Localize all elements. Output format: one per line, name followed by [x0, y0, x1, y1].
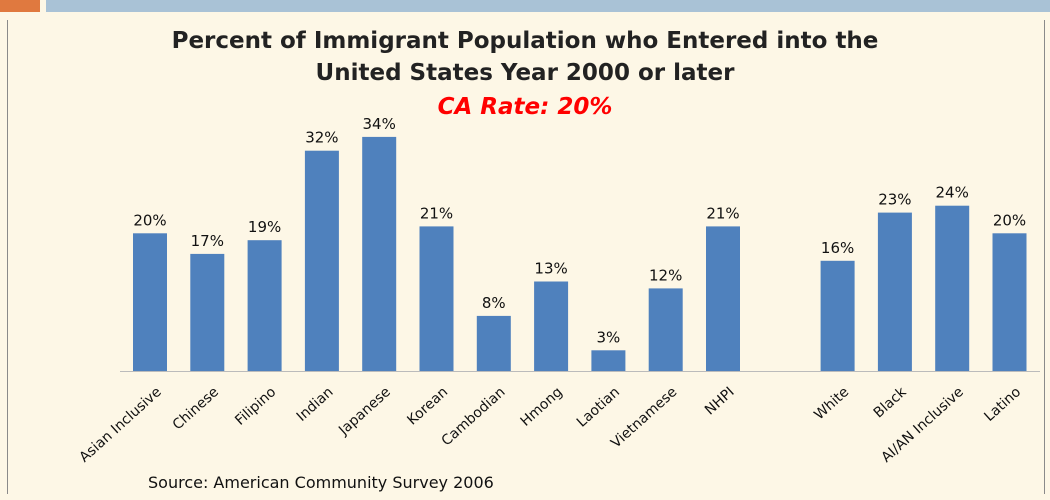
slide-frame: [7, 20, 1045, 494]
category-label: Black: [871, 383, 911, 421]
data-label: 20%: [993, 211, 1026, 229]
bar: [820, 260, 855, 371]
data-label: 23%: [878, 191, 911, 209]
data-label: 17%: [191, 232, 224, 250]
data-label: 12%: [649, 266, 682, 284]
category-label: Indian: [294, 384, 337, 425]
data-label: 13%: [534, 260, 567, 278]
bar: [706, 226, 740, 371]
bar: [133, 233, 167, 371]
category-label: Chinese: [170, 384, 222, 433]
bar: [362, 136, 397, 371]
data-label: 32%: [305, 129, 338, 147]
bar: [534, 281, 569, 371]
category-label: Asian Inclusive: [77, 384, 165, 466]
chart-title-line-2: United States Year 2000 or later: [315, 60, 735, 86]
bar: [190, 253, 225, 371]
bar: [877, 212, 912, 371]
data-label: 24%: [936, 184, 969, 202]
bar: [304, 150, 339, 371]
chart-title-line-1: Percent of Immigrant Population who Ente…: [171, 28, 879, 54]
data-label: 8%: [482, 294, 506, 312]
data-label: 16%: [821, 239, 854, 257]
category-label: Korean: [404, 384, 451, 428]
category-label: Latino: [981, 384, 1024, 425]
category-label: Japanese: [335, 384, 394, 439]
bar: [648, 288, 683, 371]
data-label: 3%: [597, 328, 621, 346]
data-label: 21%: [706, 204, 739, 222]
data-label: 20%: [133, 211, 166, 229]
bar: [247, 240, 282, 371]
data-label: 21%: [420, 204, 453, 222]
bar: [935, 205, 970, 371]
data-label: 19%: [248, 218, 281, 236]
chart-subtitle: CA Rate: 20%: [437, 94, 613, 120]
category-label: Laotian: [574, 384, 623, 431]
category-label: White: [811, 384, 852, 423]
header-bar: [46, 0, 1050, 12]
data-label: 34%: [363, 115, 396, 133]
source-note: Source: American Community Survey 2006: [148, 473, 494, 492]
bar: [419, 226, 454, 371]
header-accent-bar: [0, 0, 40, 12]
bar: [992, 233, 1027, 371]
category-label: Filipino: [232, 384, 279, 429]
category-label: NHPI: [702, 384, 738, 418]
bar: [476, 315, 511, 371]
category-label: Hmong: [518, 384, 566, 430]
bar: [591, 350, 626, 371]
